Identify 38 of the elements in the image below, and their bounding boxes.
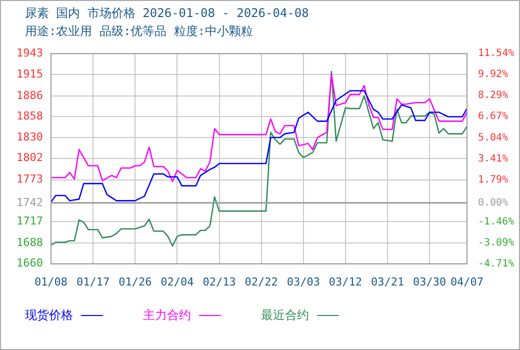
y-tick-label: 1717 xyxy=(16,214,43,228)
x-tick-label: 02/22 xyxy=(244,275,278,288)
y2-tick-label: 1.79% xyxy=(478,174,508,186)
y2-tick-label: -1.46% xyxy=(478,216,514,228)
x-tick-label: 01/26 xyxy=(118,275,152,288)
y2-tick-label: -3.09% xyxy=(478,237,514,248)
x-tick-label: 03/12 xyxy=(328,275,362,288)
y-tick-label: 1858 xyxy=(16,110,43,123)
x-tick-label: 03/21 xyxy=(370,275,404,288)
y2-tick-label: 0.00% xyxy=(478,197,508,208)
y2-tick-label: 3.41% xyxy=(478,153,508,164)
x-tick-label: 02/13 xyxy=(202,275,236,288)
x-tick-label: 03/03 xyxy=(286,275,320,288)
y-tick-label: 1886 xyxy=(16,88,43,102)
x-tick-label: 04/07 xyxy=(450,275,484,288)
y-tick-label: 1943 xyxy=(16,46,43,60)
y-tick-label: 1688 xyxy=(16,236,43,249)
chart-subtitle: 用途:农业用 品级:优等品 粒度:中小颗粒 xyxy=(25,23,254,40)
x-tick-label: 01/08 xyxy=(34,275,68,288)
y2-tick-label: 8.29% xyxy=(478,90,508,102)
y2-tick-label: 9.92% xyxy=(478,69,508,80)
legend-label: 主力合约 xyxy=(143,307,191,324)
x-tick-label: 02/04 xyxy=(160,275,194,288)
y2-tick-label: 5.04% xyxy=(478,132,508,144)
y2-tick-label: 11.54% xyxy=(478,48,514,60)
y-tick-label: 1830 xyxy=(16,130,43,144)
legend-label: 最近合约 xyxy=(261,307,309,324)
y-tick-label: 1660 xyxy=(16,256,43,270)
y-tick-label: 1773 xyxy=(16,172,43,186)
y-tick-label: 1915 xyxy=(16,67,43,80)
y-tick-label: 1802 xyxy=(16,151,43,164)
y2-tick-label: 6.67% xyxy=(478,111,508,122)
chart-title: 尿素 国内 市场价格 2026-01-08 - 2026-04-08 xyxy=(25,5,309,22)
x-tick-label: 03/30 xyxy=(413,275,446,288)
y-tick-label: 1742 xyxy=(16,196,43,209)
legend-label: 现货价格 xyxy=(25,307,73,324)
y2-tick-label: -4.71% xyxy=(478,258,514,270)
x-tick-label: 01/17 xyxy=(76,275,110,288)
